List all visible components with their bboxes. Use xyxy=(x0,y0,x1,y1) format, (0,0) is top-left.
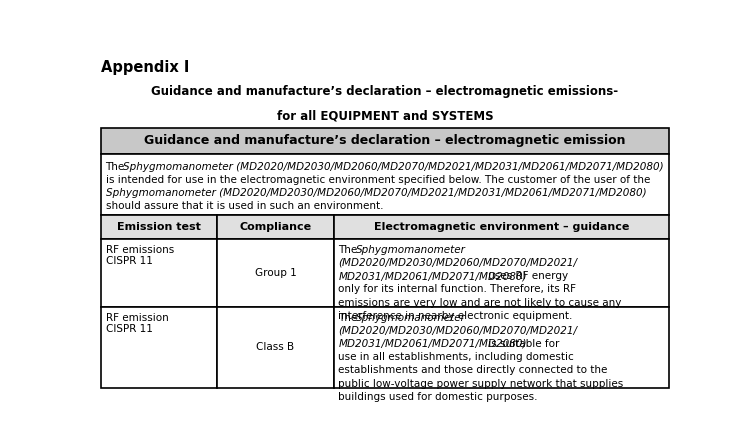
Text: Compliance: Compliance xyxy=(240,222,312,232)
Text: Sphygmomanometer (MD2020/MD2030/MD2060/MD2070/MD2021/MD2031/MD2061/MD2071/MD2080: Sphygmomanometer (MD2020/MD2030/MD2060/M… xyxy=(123,162,664,172)
Text: The: The xyxy=(339,245,361,255)
Text: MD2031/MD2061/MD2071/MD2080): MD2031/MD2061/MD2071/MD2080) xyxy=(339,339,527,349)
Bar xyxy=(101,215,217,239)
Text: (MD2020/MD2030/MD2060/MD2070/MD2021/: (MD2020/MD2030/MD2060/MD2070/MD2021/ xyxy=(339,326,578,336)
Text: Sphygmomanometer: Sphygmomanometer xyxy=(356,245,466,255)
Bar xyxy=(101,154,669,215)
Text: buildings used for domestic purposes.: buildings used for domestic purposes. xyxy=(339,392,538,402)
Text: Class B: Class B xyxy=(257,342,294,352)
Text: should assure that it is used in such an environment.: should assure that it is used in such an… xyxy=(105,201,383,211)
Text: MD2031/MD2061/MD2071/MD2080): MD2031/MD2061/MD2071/MD2080) xyxy=(339,271,527,281)
Text: interference in nearby electronic equipment.: interference in nearby electronic equipm… xyxy=(339,311,573,321)
Text: The: The xyxy=(105,162,128,172)
Text: uses RF energy: uses RF energy xyxy=(484,271,568,281)
Text: Guidance and manufacture’s declaration – electromagnetic emissions-: Guidance and manufacture’s declaration –… xyxy=(151,85,619,98)
Text: is intended for use in the electromagnetic environment specified below. The cust: is intended for use in the electromagnet… xyxy=(105,175,650,185)
Text: public low-voltage power supply network that supplies: public low-voltage power supply network … xyxy=(339,379,623,389)
Text: Emission test: Emission test xyxy=(117,222,201,232)
Text: emissions are very low and are not likely to cause any: emissions are very low and are not likel… xyxy=(339,298,622,307)
Bar xyxy=(217,215,333,239)
Text: is suitable for: is suitable for xyxy=(484,339,559,349)
Text: Electromagnetic environment – guidance: Electromagnetic environment – guidance xyxy=(374,222,629,232)
Text: Group 1: Group 1 xyxy=(255,267,297,278)
Text: Sphygmomanometer (MD2020/MD2030/MD2060/MD2070/MD2021/MD2031/MD2061/MD2071/MD2080: Sphygmomanometer (MD2020/MD2030/MD2060/M… xyxy=(105,188,646,198)
Text: RF emission
CISPR 11: RF emission CISPR 11 xyxy=(105,313,168,334)
Text: establishments and those directly connected to the: establishments and those directly connec… xyxy=(339,366,608,375)
Bar xyxy=(333,215,669,239)
Bar xyxy=(217,307,333,388)
Text: The: The xyxy=(339,313,361,322)
Bar xyxy=(333,307,669,388)
Bar xyxy=(217,239,333,307)
Text: Guidance and manufacture’s declaration – electromagnetic emission: Guidance and manufacture’s declaration –… xyxy=(144,135,626,147)
Text: Sphygmomanometer: Sphygmomanometer xyxy=(356,313,466,322)
Text: use in all establishments, including domestic: use in all establishments, including dom… xyxy=(339,352,575,362)
Text: RF emissions
CISPR 11: RF emissions CISPR 11 xyxy=(105,245,173,266)
Bar xyxy=(101,128,669,154)
Text: Appendix I: Appendix I xyxy=(101,60,189,75)
Text: only for its internal function. Therefore, its RF: only for its internal function. Therefor… xyxy=(339,284,577,295)
Text: (MD2020/MD2030/MD2060/MD2070/MD2021/: (MD2020/MD2030/MD2060/MD2070/MD2021/ xyxy=(339,258,578,268)
Bar xyxy=(101,307,217,388)
Text: for all EQUIPMENT and SYSTEMS: for all EQUIPMENT and SYSTEMS xyxy=(276,110,493,123)
Bar xyxy=(333,239,669,307)
Bar xyxy=(101,239,217,307)
